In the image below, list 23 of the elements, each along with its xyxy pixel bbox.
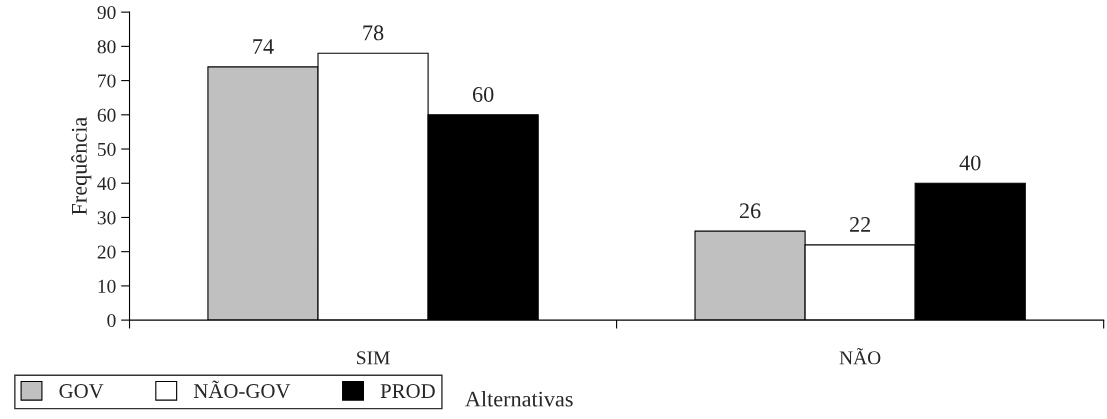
legend-label: NÃO-GOV [193,380,291,399]
data-label: 26 [739,203,761,219]
y-tick-label: 80 [97,40,116,54]
x-tick-label: SIM [357,351,390,365]
data-label: 22 [850,217,871,232]
y-tick-label: 70 [98,74,116,88]
y-tick-label: 0 [107,313,116,328]
data-label: 78 [363,25,384,41]
x-axis-title: Alternativas [465,390,573,407]
y-tick-label: 90 [97,5,116,20]
legend-label: GOV [59,384,104,399]
y-tick-label: 50 [98,142,116,156]
y-tick-label: 60 [97,108,116,122]
data-label: 40 [959,155,981,171]
y-tick-label: 30 [97,211,116,225]
y-axis-title: Frequência [71,117,92,215]
y-tick-label: 40 [97,177,116,191]
data-label: 74 [253,39,274,54]
legend-label: PROD [380,384,435,399]
data-label: 60 [472,86,494,102]
y-tick-label: 10 [98,279,116,293]
x-tick-label: NÃO [839,347,881,365]
y-tick-label: 20 [97,245,116,259]
